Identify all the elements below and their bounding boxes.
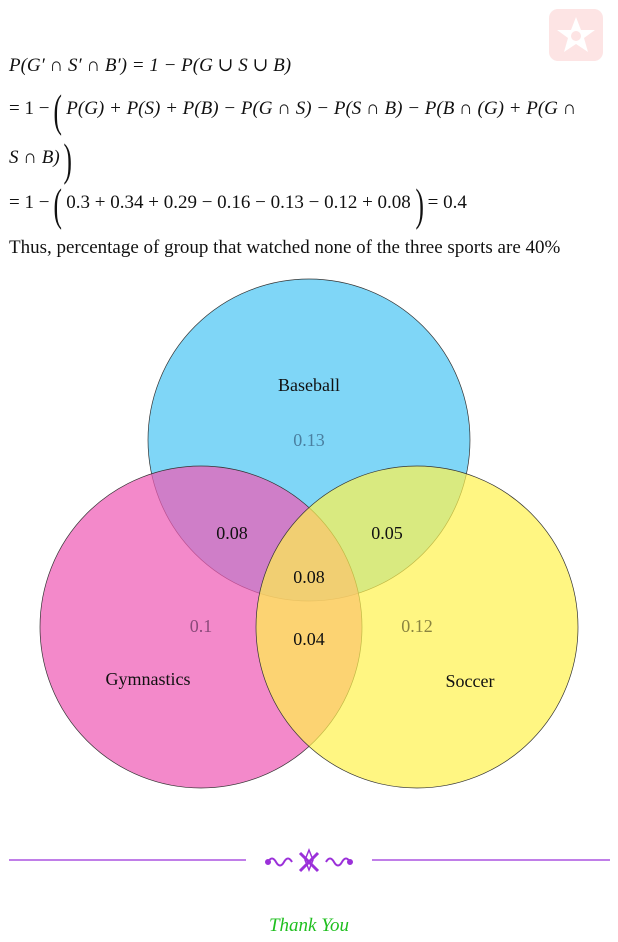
equation-line-3-body: S ∩ B)	[9, 147, 60, 168]
equation-line-2-prefix: = 1 −	[9, 98, 50, 119]
conclusion-text: Thus, percentage of group that watched n…	[9, 237, 561, 258]
close-paren: )	[63, 134, 73, 185]
thank-you-text: Thank You	[268, 915, 350, 936]
equation-line-4-body: 0.3 + 0.34 + 0.29 − 0.16 − 0.13 − 0.12 +…	[66, 192, 411, 213]
baseball-label: Baseball	[278, 375, 340, 395]
venn-circles	[39, 278, 579, 789]
equation-line-4-suffix: = 0.4	[427, 192, 467, 213]
ornament-divider	[9, 847, 610, 873]
region-baseball-only: 0.13	[293, 430, 325, 450]
flourish-icon	[265, 847, 353, 873]
region-gymnastics-soccer: 0.04	[293, 629, 325, 649]
region-baseball-soccer: 0.05	[371, 523, 403, 543]
soccer-circle	[255, 465, 579, 789]
gymnastics-label: Gymnastics	[106, 669, 191, 689]
equation-line-3: S ∩ B) )	[9, 137, 72, 183]
region-gymnastics-only: 0.1	[190, 616, 213, 636]
equation-line-4: = 1 − ( 0.3 + 0.34 + 0.29 − 0.16 − 0.13 …	[9, 182, 467, 228]
equation-line-2: = 1 − ( P(G) + P(S) + P(B) − P(G ∩ S) − …	[9, 88, 576, 134]
equation-line-4-prefix: = 1 −	[9, 192, 50, 213]
close-paren-2: )	[415, 179, 424, 230]
star-logo-icon	[549, 9, 603, 61]
equation-line-1: P(G′ ∩ S′ ∩ B′) = 1 − P(G ∪ S ∪ B)	[9, 56, 291, 75]
soccer-label: Soccer	[446, 671, 495, 691]
equation-line-2-body: P(G) + P(S) + P(B) − P(G ∩ S) − P(S ∩ B)…	[66, 98, 577, 119]
open-paren-2: (	[53, 179, 63, 230]
venn-diagram: Baseball Gymnastics Soccer 0.13 0.1 0.12…	[39, 278, 579, 789]
region-soccer-only: 0.12	[401, 616, 433, 636]
region-all-three: 0.08	[293, 567, 325, 587]
equation-line-1-text: P(G′ ∩ S′ ∩ B′) = 1 − P(G ∪ S ∪ B)	[9, 55, 292, 76]
open-paren: (	[53, 85, 63, 136]
region-baseball-gymnastics: 0.08	[216, 523, 248, 543]
